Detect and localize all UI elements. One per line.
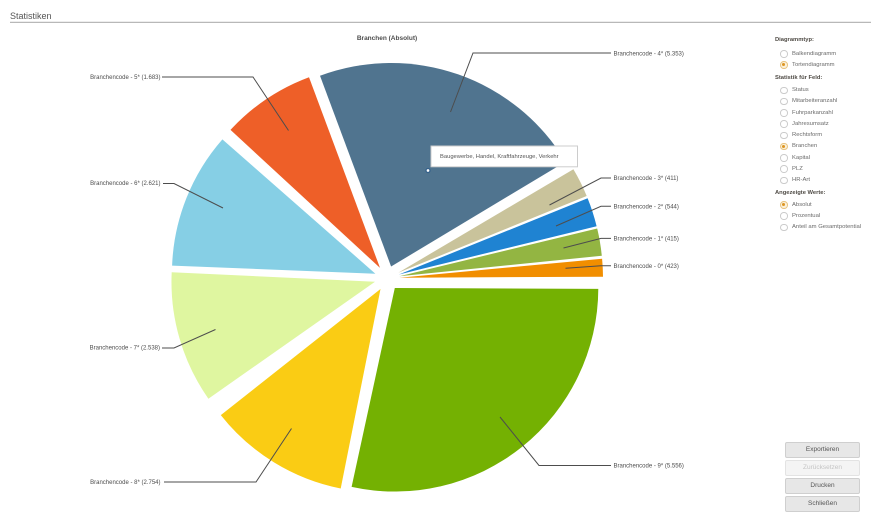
- svg-text:Baugewerbe, Handel, Kraftfahrz: Baugewerbe, Handel, Kraftfahrzeuge, Verk…: [440, 154, 559, 160]
- svg-text:Branchencode - 3* (411): Branchencode - 3* (411): [614, 176, 679, 182]
- svg-text:Branchencode - 1* (415): Branchencode - 1* (415): [614, 237, 679, 243]
- svg-text:Branchencode - 5* (1.683): Branchencode - 5* (1.683): [90, 75, 160, 81]
- svg-text:Branchencode - 2* (544): Branchencode - 2* (544): [614, 205, 679, 211]
- svg-text:Branchencode - 9* (5.556): Branchencode - 9* (5.556): [614, 464, 684, 470]
- svg-text:Branchencode - 4* (5.353): Branchencode - 4* (5.353): [614, 51, 684, 57]
- svg-text:Branchencode - 6* (2.621): Branchencode - 6* (2.621): [90, 181, 160, 187]
- svg-text:Branchencode - 8* (2.754): Branchencode - 8* (2.754): [90, 480, 160, 486]
- svg-text:Branchencode - 0* (423): Branchencode - 0* (423): [614, 264, 679, 270]
- svg-text:Branchen (Absolut): Branchen (Absolut): [357, 35, 417, 42]
- svg-text:Branchencode - 7* (2.538): Branchencode - 7* (2.538): [90, 346, 160, 352]
